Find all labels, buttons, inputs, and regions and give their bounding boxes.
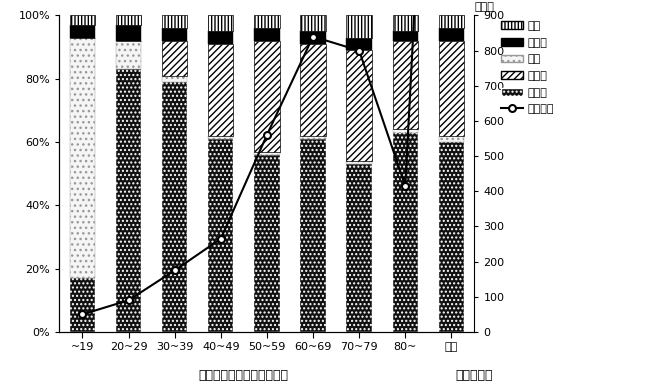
- Bar: [162, 41, 187, 76]
- Bar: [116, 15, 141, 25]
- Bar: [208, 15, 233, 31]
- Bar: [439, 41, 464, 136]
- Bar: [393, 132, 418, 332]
- Bar: [70, 37, 95, 278]
- Bar: [439, 15, 464, 28]
- Bar: [208, 31, 233, 44]
- Bar: [70, 278, 95, 332]
- Bar: [347, 164, 372, 332]
- Bar: [116, 25, 141, 41]
- Bar: [301, 44, 326, 136]
- Bar: [254, 41, 279, 152]
- Bar: [70, 15, 95, 25]
- Bar: [347, 15, 372, 37]
- Bar: [439, 142, 464, 332]
- Text: （本）: （本）: [474, 2, 494, 12]
- Bar: [254, 155, 279, 332]
- Bar: [208, 44, 233, 136]
- Bar: [254, 152, 279, 155]
- Bar: [116, 69, 141, 332]
- Bar: [347, 37, 372, 50]
- Bar: [393, 41, 418, 129]
- Bar: [393, 129, 418, 132]
- Bar: [347, 50, 372, 161]
- Bar: [301, 136, 326, 139]
- Bar: [162, 15, 187, 28]
- Bar: [162, 28, 187, 41]
- Legend: 不明, その他, 矯正, 歯周病, むし歯, 抜歯本数: 不明, その他, 矯正, 歯周病, むし歯, 抜歯本数: [501, 21, 554, 114]
- Text: 年齢（歳）: 年齢（歳）: [456, 369, 493, 382]
- Bar: [439, 136, 464, 142]
- Text: 図　年齢別抜歯原因の割合: 図 年齢別抜歯原因の割合: [199, 369, 289, 382]
- Bar: [162, 76, 187, 82]
- Bar: [254, 28, 279, 41]
- Bar: [208, 136, 233, 139]
- Bar: [70, 25, 95, 37]
- Bar: [254, 15, 279, 28]
- Bar: [393, 31, 418, 41]
- Bar: [301, 139, 326, 332]
- Bar: [162, 82, 187, 332]
- Bar: [347, 161, 372, 164]
- Bar: [439, 28, 464, 41]
- Bar: [393, 15, 418, 31]
- Bar: [116, 41, 141, 69]
- Bar: [301, 31, 326, 44]
- Bar: [208, 139, 233, 332]
- Bar: [301, 15, 326, 31]
